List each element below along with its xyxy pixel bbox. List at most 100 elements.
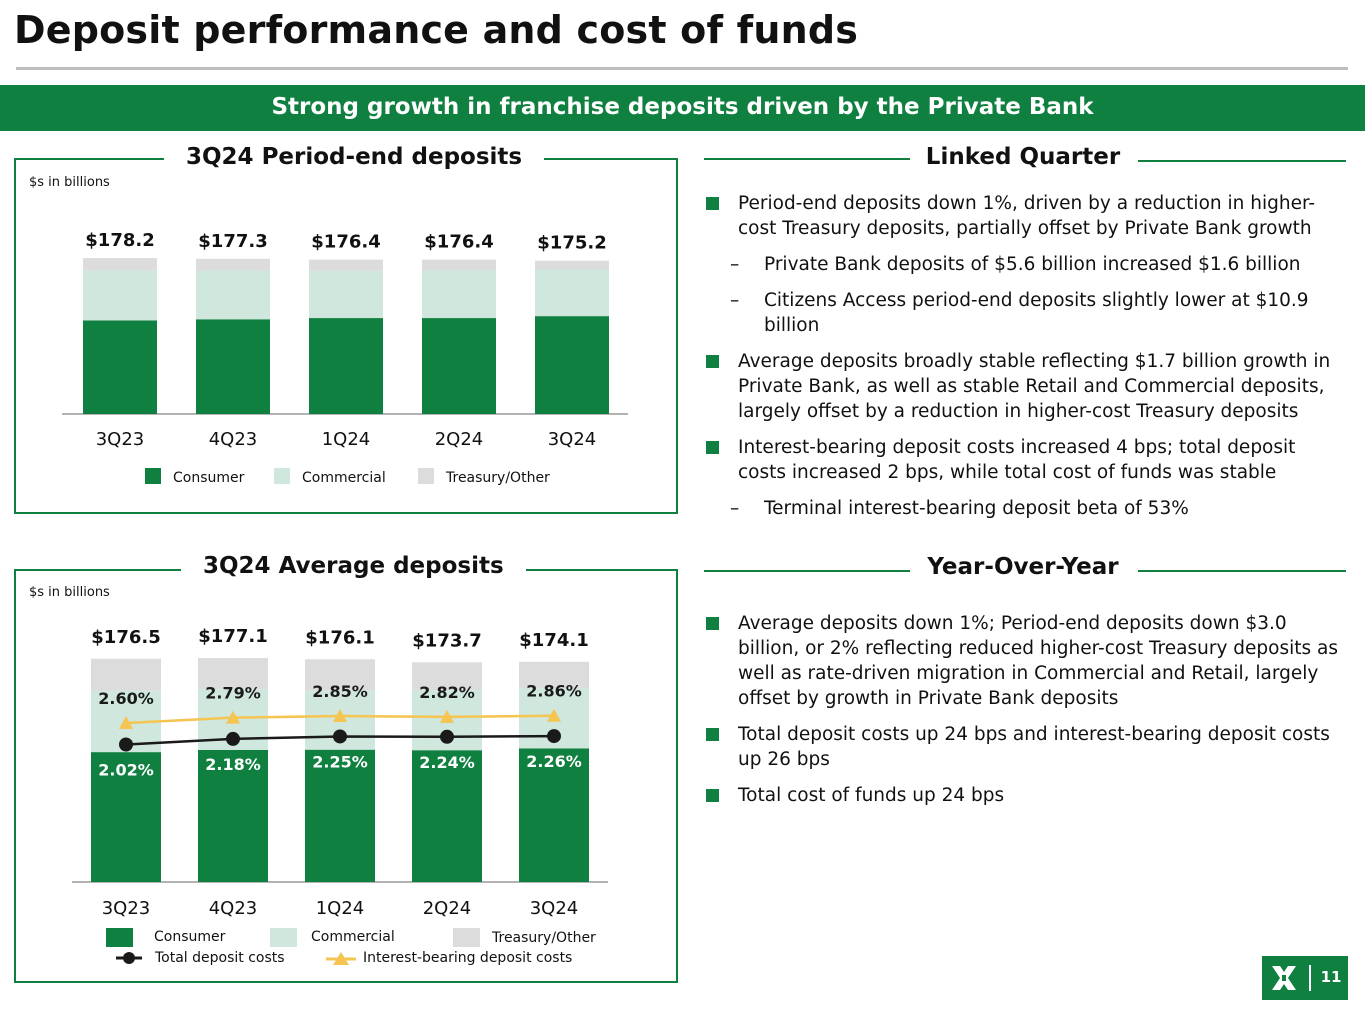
bar-segment-commercial-3q24 [535, 269, 609, 317]
total-cost-label: 2.24% [419, 753, 475, 772]
legend-label: Total deposit costs [154, 950, 285, 966]
x-tick-label: 2Q24 [423, 898, 472, 919]
linked-quarter-rule-right [1138, 160, 1346, 162]
x-tick-label: 3Q24 [548, 429, 597, 450]
bar-total-label: $176.4 [424, 232, 493, 253]
x-tick-label: 4Q23 [209, 898, 258, 919]
bar-segment-treasury-other-4q23 [196, 258, 270, 271]
total-cost-marker [440, 729, 454, 744]
citizens-logo-icon [1272, 965, 1311, 991]
period-end-chart: $178.2 3Q23 $177.3 4Q23 $176.4 1Q24 $176.4 2Q24… [62, 230, 628, 486]
bar-total-label: $178.2 [85, 230, 154, 251]
bullet-dash-icon: – [730, 498, 740, 519]
total-cost-marker [333, 729, 347, 744]
bullet-square-icon [706, 197, 719, 210]
bullet-text: Total cost of funds up 24 bps [738, 785, 1005, 806]
linked-quarter-bullet-5: Interest-bearing deposit costs increased… [706, 435, 1346, 485]
total-cost-marker [226, 731, 240, 746]
total-cost-marker [119, 737, 133, 752]
legend-swatch-treasury-other [453, 928, 480, 947]
bar-total-label: $176.5 [91, 627, 160, 648]
legend-label: Consumer [154, 929, 226, 945]
bullet-text: Interest-bearing deposit costs increased… [738, 437, 1296, 483]
bar-segment-commercial-2q24 [422, 270, 496, 319]
bar-total-label: $177.3 [198, 231, 267, 252]
bar-segment-consumer-2q24 [422, 318, 496, 414]
linked-quarter-bullet-2: – Private Bank deposits of $5.6 billion i… [706, 252, 1346, 277]
linked-quarter-bullet-6: – Terminal interest-bearing deposit beta … [706, 496, 1346, 521]
bar-segment-consumer-1q24 [305, 749, 375, 882]
bullet-text: Average deposits down 1%; Period-end dep… [738, 613, 1338, 709]
bullet-square-icon [706, 728, 719, 741]
ib-cost-label: 2.85% [312, 682, 368, 701]
ib-cost-label: 2.60% [98, 689, 154, 708]
bar-segment-consumer-3q24 [519, 748, 589, 882]
bar-segment-treasury-other-3q23 [83, 258, 157, 271]
headline-banner: Strong growth in franchise deposits driv… [0, 85, 1365, 131]
bar-segment-treasury-other-3q23 [91, 658, 161, 691]
ib-cost-marker [333, 709, 347, 722]
bar-segment-consumer-2q24 [412, 750, 482, 882]
ib-cost-marker [547, 708, 561, 722]
total-cost-label: 2.26% [526, 752, 582, 771]
legend-swatch-commercial [274, 468, 290, 484]
linked-quarter-bullet-3: – Citizens Access period-end deposits sli… [706, 288, 1346, 338]
legend-swatch-consumer [145, 468, 161, 484]
legend-label: Interest-bearing deposit costs [363, 950, 572, 966]
page-number: 11 [1320, 968, 1342, 986]
total-cost-label: 2.18% [205, 755, 261, 774]
bullet-text: Average deposits broadly stable reflecti… [738, 351, 1331, 422]
bar-segment-consumer-4q23 [198, 749, 268, 882]
bar-segment-consumer-1q24 [309, 318, 383, 414]
bullet-dash-icon: – [730, 290, 740, 311]
period-end-units: $s in billions [29, 175, 110, 190]
ib-cost-marker [119, 716, 133, 729]
bar-segment-treasury-other-3q24 [535, 260, 609, 270]
bar-segment-treasury-other-3q24 [519, 661, 589, 689]
average-units: $s in billions [29, 585, 110, 600]
bullet-text: Citizens Access period-end deposits slig… [764, 290, 1309, 336]
bar-segment-consumer-3q23 [83, 320, 157, 414]
x-tick-label: 3Q23 [102, 898, 151, 919]
legend-swatch-consumer [106, 928, 133, 947]
bullet-square-icon [706, 617, 719, 630]
bar-total-label: $176.4 [311, 232, 380, 253]
bar-segment-consumer-4q23 [196, 319, 270, 414]
bar-segment-treasury-other-2q24 [412, 662, 482, 691]
bar-segment-consumer-3q23 [91, 752, 161, 882]
x-tick-label: 3Q24 [530, 898, 579, 919]
legend-marker-total-deposit-costs [123, 952, 135, 964]
bar-total-label: $173.7 [412, 630, 481, 651]
bar-segment-commercial-4q23 [196, 270, 270, 320]
total-cost-label: 2.25% [312, 752, 368, 771]
bar-segment-treasury-other-1q24 [309, 259, 383, 271]
linked-quarter-bullet-4: Average deposits broadly stable reflecti… [706, 349, 1346, 424]
bar-segment-commercial-1q24 [309, 270, 383, 319]
linked-quarter-heading: Linked Quarter [925, 144, 1121, 170]
bullet-text: Total deposit costs up 24 bps and intere… [738, 724, 1330, 770]
x-tick-label: 1Q24 [322, 429, 371, 450]
average-chart: $176.5 3Q23 $177.1 4Q23 $176.1 1Q24 $173.7 2Q24… [72, 626, 608, 966]
x-tick-label: 1Q24 [316, 898, 365, 919]
bullet-dash-icon: – [730, 254, 740, 275]
yoy-bullets: Average deposits down 1%; Period-end dep… [706, 611, 1346, 819]
legend-swatch-commercial [270, 928, 297, 947]
bar-total-label: $176.1 [305, 627, 374, 648]
x-tick-label: 3Q23 [96, 429, 145, 450]
legend-marker-interest-bearing-deposit-costs [333, 952, 349, 965]
yoy-bullet-1: Average deposits down 1%; Period-end dep… [706, 611, 1346, 711]
ib-cost-marker [440, 709, 454, 723]
brand-logo-box: 11 [1262, 956, 1348, 1000]
title-divider [16, 67, 1348, 70]
linked-quarter-rule-left [704, 158, 910, 160]
x-tick-label: 4Q23 [209, 429, 258, 450]
bar-total-label: $177.1 [198, 626, 267, 647]
bar-total-label: $174.1 [519, 630, 588, 651]
yoy-rule-left [704, 570, 910, 572]
bullet-square-icon [706, 355, 719, 368]
legend-label: Commercial [302, 470, 386, 486]
bar-segment-treasury-other-2q24 [422, 259, 496, 271]
legend-label: Consumer [173, 470, 245, 486]
legend-swatch-treasury-other [418, 468, 434, 484]
ib-cost-marker [226, 710, 240, 724]
